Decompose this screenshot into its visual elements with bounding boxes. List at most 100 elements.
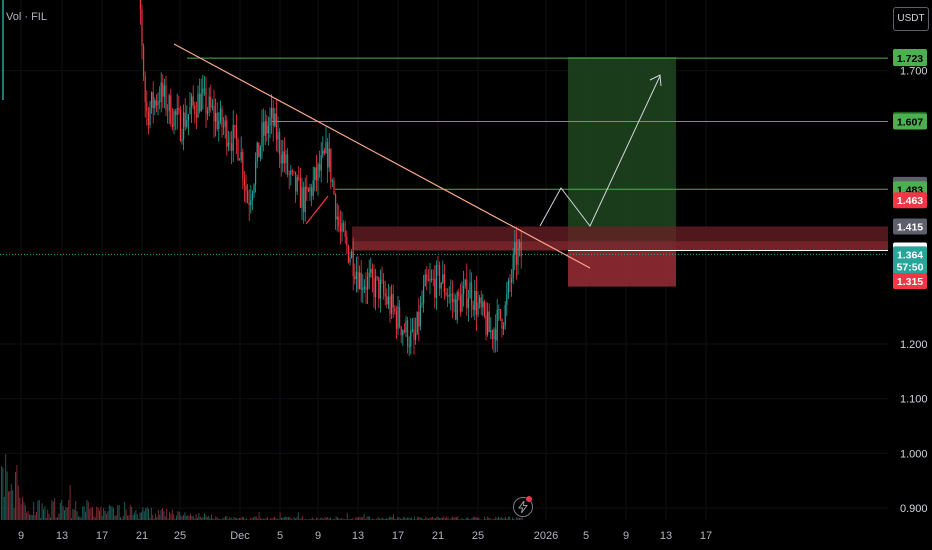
- candle: [303, 187, 305, 213]
- volume-bar: [205, 515, 207, 520]
- projection-arrowhead: [649, 74, 662, 87]
- volume-bar: [405, 518, 407, 520]
- candle: [379, 279, 381, 299]
- volume-bar: [129, 505, 131, 520]
- volume-bar: [500, 517, 502, 520]
- volume-bar: [302, 516, 303, 520]
- volume-bar: [92, 507, 93, 520]
- candle: [170, 95, 172, 125]
- time-tick-label: 5: [277, 530, 283, 542]
- volume-bar: [471, 518, 473, 520]
- volume-bar: [509, 516, 511, 520]
- volume-bar: [167, 518, 169, 520]
- volume-bar: [390, 517, 392, 520]
- candle: [226, 120, 228, 147]
- volume-bar: [187, 515, 189, 520]
- candle: [239, 159, 241, 161]
- candle: [459, 296, 461, 312]
- candle: [167, 110, 169, 112]
- volume-bar: [401, 518, 403, 520]
- volume-bar: [443, 516, 445, 520]
- candle: [306, 186, 308, 189]
- volume-bar: [65, 507, 67, 520]
- volume-bar: [138, 518, 140, 520]
- volume-bar: [335, 516, 337, 520]
- volume-bar: [394, 518, 396, 520]
- candle: [464, 279, 466, 286]
- volume-bar: [145, 508, 147, 520]
- volume-bar: [440, 517, 442, 520]
- candle: [319, 164, 321, 171]
- volume-bar: [486, 516, 488, 520]
- candle: [211, 105, 213, 108]
- volume-bar: [208, 516, 210, 520]
- volume-bar: [381, 517, 383, 520]
- price-tick-label: 1.700: [900, 66, 928, 78]
- volume-bar: [332, 518, 334, 520]
- volume-bar: [339, 518, 341, 520]
- volume-bar: [475, 517, 477, 520]
- volume-bar: [79, 516, 81, 520]
- candle: [397, 306, 399, 329]
- candle: [141, 9, 143, 46]
- volume-bar: [20, 504, 22, 520]
- candle: [242, 151, 244, 179]
- candle: [403, 330, 405, 333]
- candle: [496, 309, 498, 341]
- candle: [440, 282, 442, 289]
- candle: [475, 290, 477, 315]
- volume-bar: [484, 516, 485, 520]
- candle: [152, 92, 154, 109]
- candle: [290, 170, 292, 175]
- time-axis[interactable]: 9 13 17 21 25 Dec 5 9 13 17 21 25 2026 5 9 13 17: [18, 530, 712, 542]
- volume-bar: [362, 517, 364, 520]
- volume-indicator-label[interactable]: Vol · FIL: [6, 11, 47, 23]
- volume-bar: [342, 518, 344, 520]
- volume-bar: [428, 518, 429, 520]
- volume-bar: [429, 517, 431, 520]
- candle: [186, 120, 188, 127]
- candle: [493, 329, 495, 340]
- candle: [331, 180, 333, 182]
- price-axis[interactable]: 1.7001.2001.1001.0000.9001.7251.7231.610…: [888, 0, 932, 550]
- candle: [287, 154, 289, 175]
- time-tick-label: 17: [96, 530, 108, 542]
- volume-bar: [360, 517, 362, 520]
- candle: [283, 151, 285, 164]
- volume-bar: [160, 509, 162, 520]
- volume-bar: [418, 516, 420, 520]
- volume-bar: [409, 518, 411, 520]
- currency-button[interactable]: USDT: [893, 7, 929, 31]
- price-label-bg: [893, 50, 927, 67]
- candle: [483, 301, 485, 316]
- candle: [435, 265, 437, 298]
- candle: [373, 278, 375, 298]
- volume-bar: [309, 519, 310, 520]
- volume-bar: [120, 517, 121, 520]
- volume-bar: [240, 517, 242, 520]
- candle: [195, 114, 197, 118]
- volume-bar: [450, 518, 452, 520]
- volume-bar: [293, 516, 295, 520]
- candle: [463, 285, 465, 294]
- candle: [392, 293, 394, 308]
- candle: [205, 88, 207, 114]
- volume-bar: [454, 517, 456, 520]
- candle: [456, 292, 458, 320]
- volume-bar: [71, 517, 72, 520]
- volume-bar: [10, 484, 12, 520]
- volume-bar: [334, 519, 336, 520]
- lightning-icon[interactable]: [513, 496, 533, 517]
- volume-bar: [156, 516, 158, 520]
- volume-bar: [199, 516, 201, 520]
- volume-bar: [194, 518, 196, 520]
- volume-bar: [402, 517, 404, 520]
- volume-bar: [204, 513, 205, 520]
- candle: [189, 107, 191, 115]
- volume-bar: [478, 517, 480, 520]
- candle: [155, 100, 157, 106]
- volume-bar: [279, 512, 281, 520]
- volume-bar: [47, 509, 49, 520]
- time-tick-label: 17: [392, 530, 404, 542]
